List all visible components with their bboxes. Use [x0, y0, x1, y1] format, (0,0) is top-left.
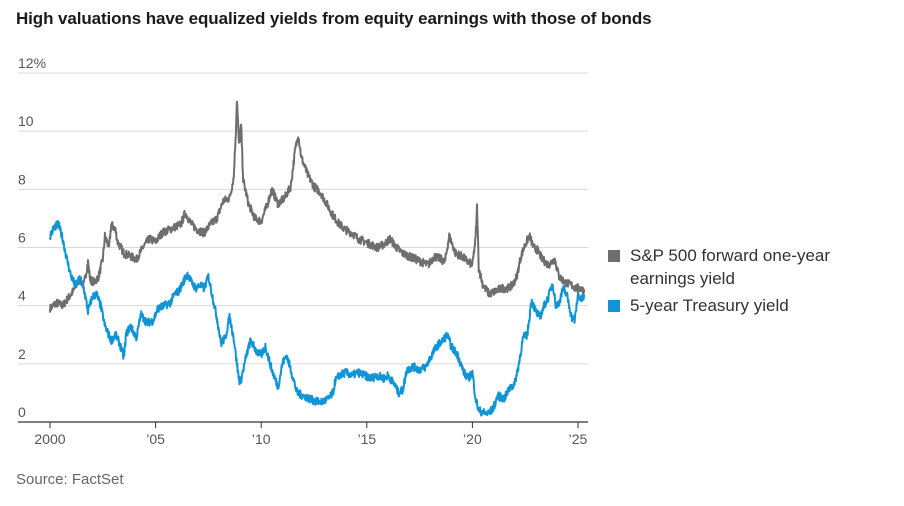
chart-title: High valuations have equalized yields fr…	[16, 9, 652, 28]
y-tick-label: 2	[18, 346, 26, 362]
series-lines	[49, 100, 586, 417]
legend-item-treasury-yield: 5-year Treasury yield	[608, 294, 848, 317]
x-tick-label: ’20	[463, 431, 482, 447]
y-axis-ticks: 12% 10 8 6 4 2 0	[18, 55, 46, 420]
series-line-earnings-yield	[49, 100, 586, 313]
y-tick-label: 8	[18, 171, 26, 187]
series-line-treasury-yield	[49, 220, 586, 417]
legend-label-earnings-yield: S&P 500 forward one-year earnings yield	[630, 246, 831, 288]
x-tick-label: ’25	[569, 431, 588, 447]
legend-item-earnings-yield: S&P 500 forward one-year earnings yield	[608, 244, 848, 290]
y-tick-label: 0	[18, 404, 26, 420]
x-tick-label: 2000	[34, 431, 65, 447]
legend: S&P 500 forward one-year earnings yield …	[608, 244, 848, 321]
x-tick-label: ’10	[252, 431, 271, 447]
y-tick-label: 4	[18, 288, 26, 304]
source-note: Source: FactSet	[16, 471, 124, 488]
y-tick-label: 10	[18, 113, 34, 129]
y-tick-label: 12%	[18, 55, 46, 71]
legend-swatch-earnings-yield	[608, 250, 620, 262]
legend-swatch-treasury-yield	[608, 300, 620, 312]
x-axis-ticks: 2000 ’05 ’10 ’15 ’20 ’25	[34, 422, 588, 447]
x-tick-label: ’15	[357, 431, 376, 447]
legend-label-treasury-yield: 5-year Treasury yield	[630, 296, 789, 315]
gridlines	[18, 72, 588, 423]
x-tick-label: ’05	[146, 431, 165, 447]
y-tick-label: 6	[18, 230, 26, 246]
